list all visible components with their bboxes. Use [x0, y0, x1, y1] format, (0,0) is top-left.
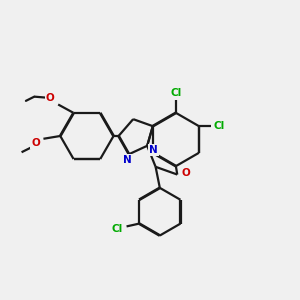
- Text: O: O: [31, 138, 40, 148]
- Text: O: O: [45, 93, 54, 103]
- Text: Cl: Cl: [112, 224, 123, 234]
- Text: N: N: [149, 145, 158, 155]
- Text: Cl: Cl: [170, 88, 182, 98]
- Text: Cl: Cl: [214, 121, 225, 131]
- Text: N: N: [123, 155, 132, 165]
- Text: O: O: [181, 168, 190, 178]
